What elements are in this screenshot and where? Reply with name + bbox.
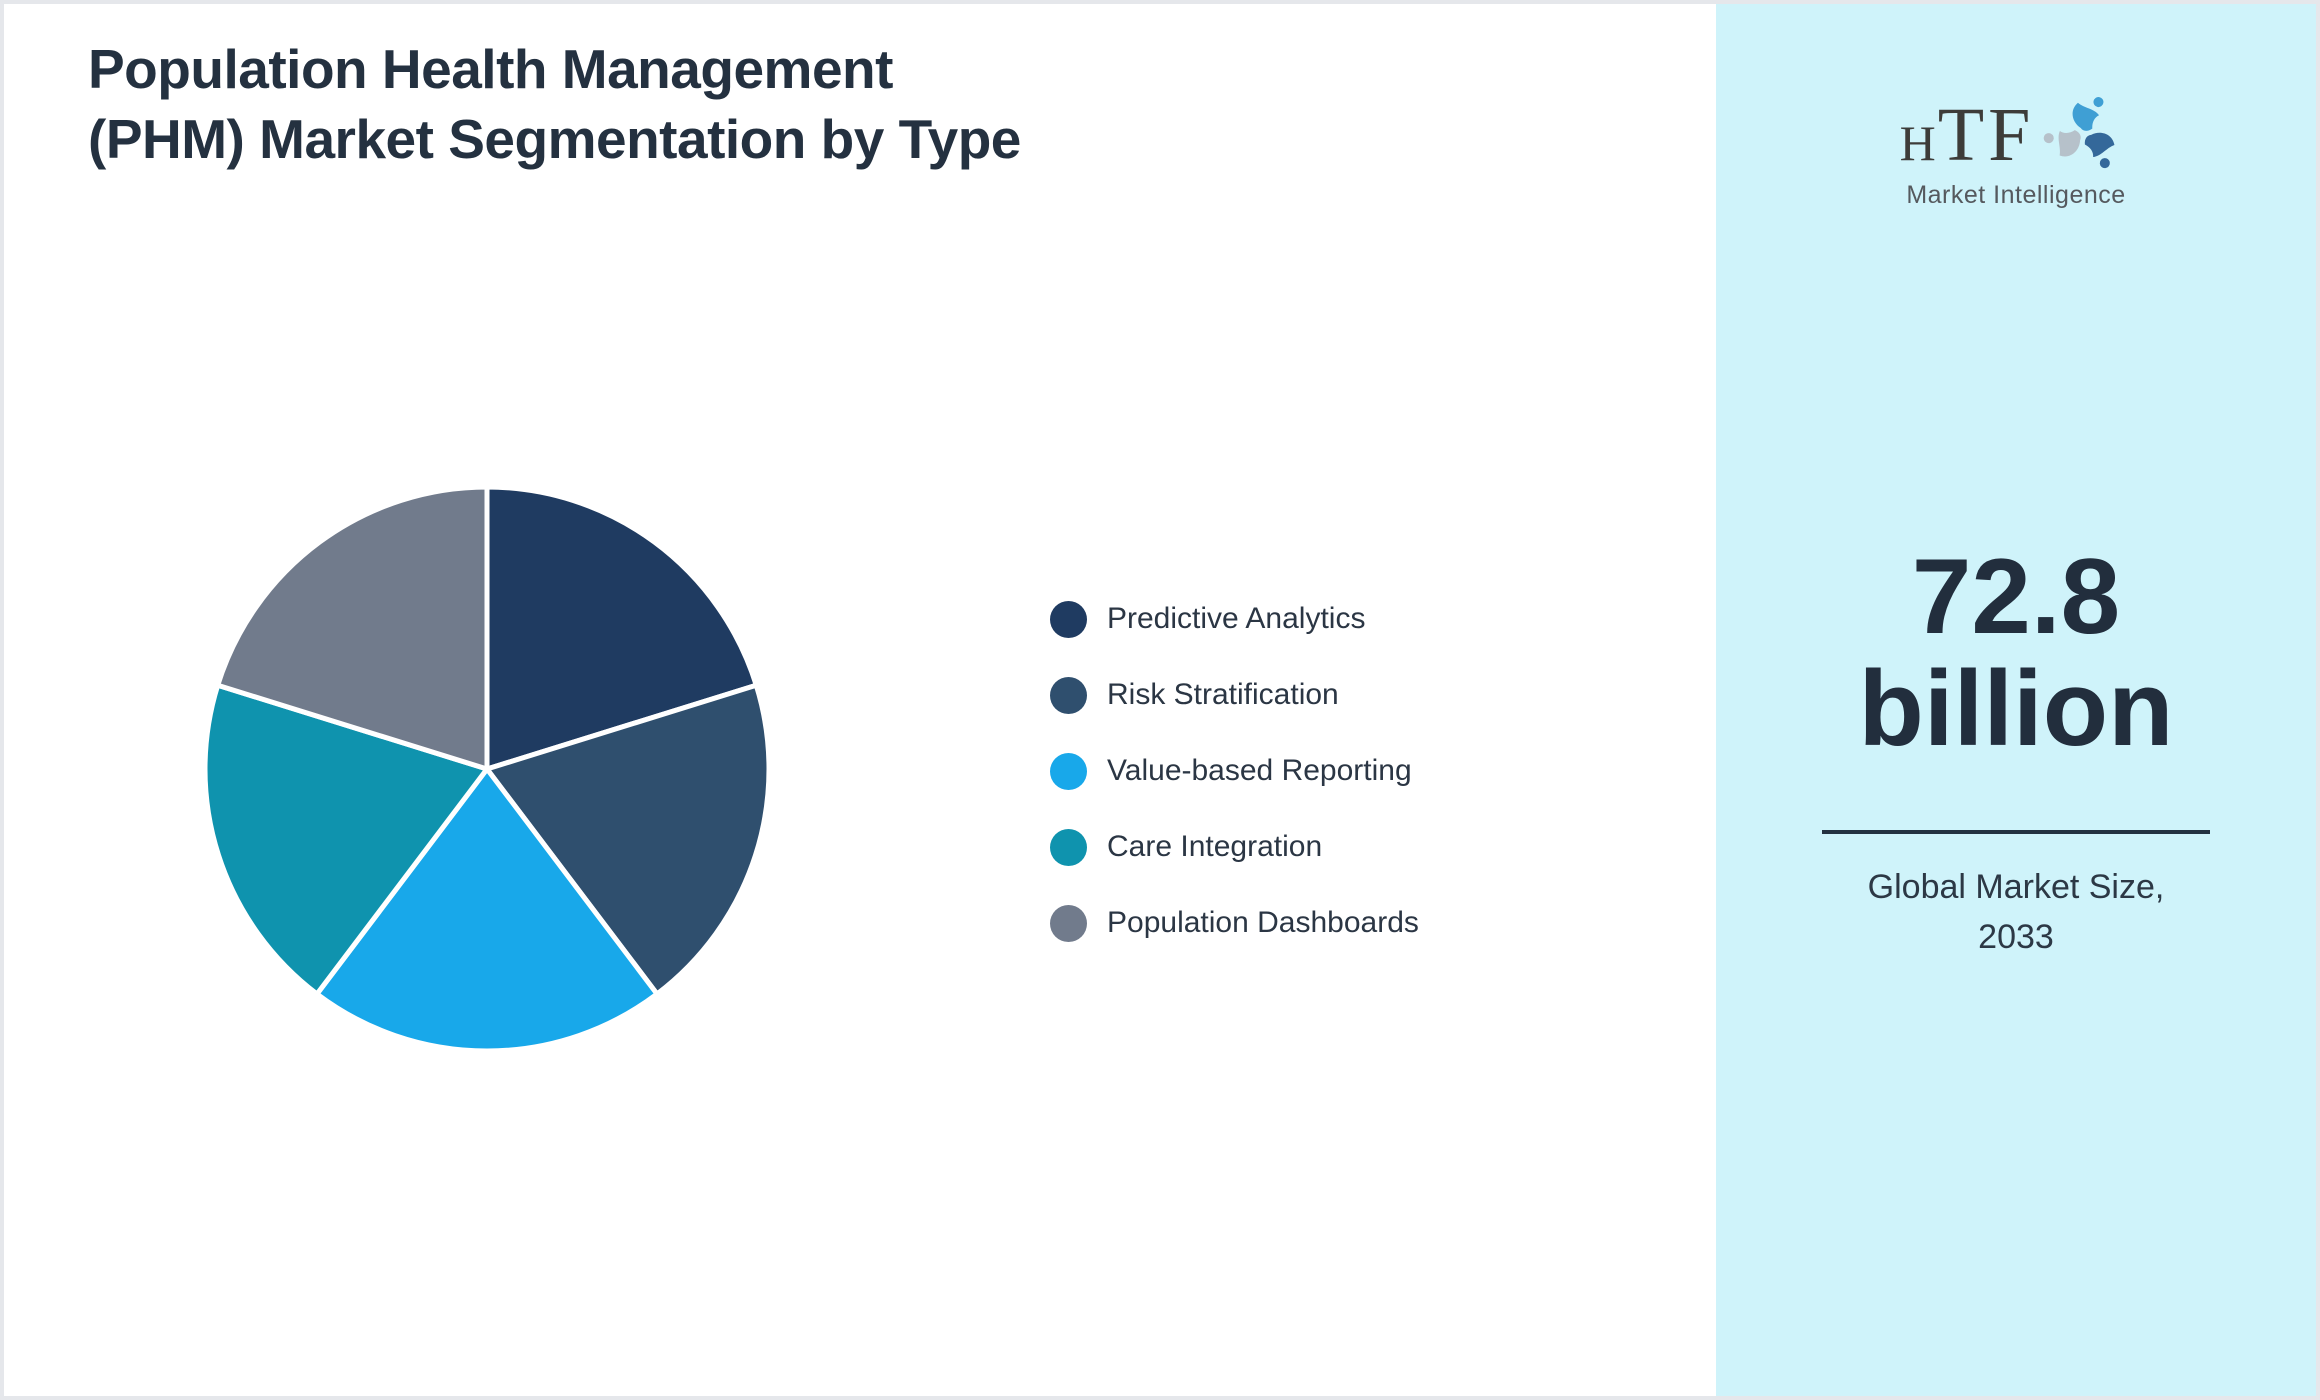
legend-item-predictive-analytics: Predictive Analytics — [1050, 599, 1419, 639]
legend-color-dot — [1050, 828, 1087, 866]
legend-item-population-dashboards: Population Dashboards — [1050, 903, 1419, 943]
chart-legend: Predictive Analytics Risk Stratification V… — [1050, 599, 1419, 979]
legend-color-dot — [1050, 752, 1087, 790]
legend-label: Predictive Analytics — [1107, 602, 1366, 635]
htf-logo-text-tf: TF — [1937, 93, 2035, 177]
market-size-value: 72.8 billion — [1858, 536, 2174, 768]
pie-slice-risk-stratification — [484, 682, 772, 997]
pie-slice-value-based-reporting — [314, 766, 660, 1054]
legend-item-care-integration: Care Integration — [1050, 827, 1419, 867]
htf-logo: H TF Market Intelligence — [1716, 74, 2316, 210]
htf-swirl-figures-icon — [2044, 97, 2115, 169]
legend-color-dot — [1050, 676, 1087, 714]
chart-area: Population Health Management (PHM) Marke… — [4, 4, 1716, 1396]
pie-slice-population-dashboards — [215, 484, 490, 772]
market-size-caption: Global Market Size, 2033 — [1867, 868, 2165, 956]
legend-label: Population Dashboards — [1107, 906, 1419, 939]
pie-slice-predictive-analytics — [484, 484, 759, 772]
pie-slice-care-integration — [202, 682, 490, 997]
htf-logo-row: H TF — [1716, 74, 2316, 179]
legend-color-dot — [1050, 600, 1087, 638]
htf-logo-text-h: H — [1899, 115, 1938, 171]
legend-label: Care Integration — [1107, 830, 1323, 863]
legend-label: Value-based Reporting — [1107, 754, 1412, 787]
legend-item-value-based-reporting: Value-based Reporting — [1050, 751, 1419, 791]
page-title: Population Health Management (PHM) Marke… — [88, 38, 1021, 170]
pie-chart — [202, 484, 772, 1054]
market-size-panel: H TF Market Intelligence — [1716, 4, 2316, 1396]
legend-color-dot — [1050, 904, 1087, 942]
htf-logo-subtext: Market Intelligence — [1906, 181, 2126, 209]
legend-item-risk-stratification: Risk Stratification — [1050, 675, 1419, 715]
legend-label: Risk Stratification — [1107, 678, 1339, 711]
divider-line — [1822, 830, 2210, 834]
